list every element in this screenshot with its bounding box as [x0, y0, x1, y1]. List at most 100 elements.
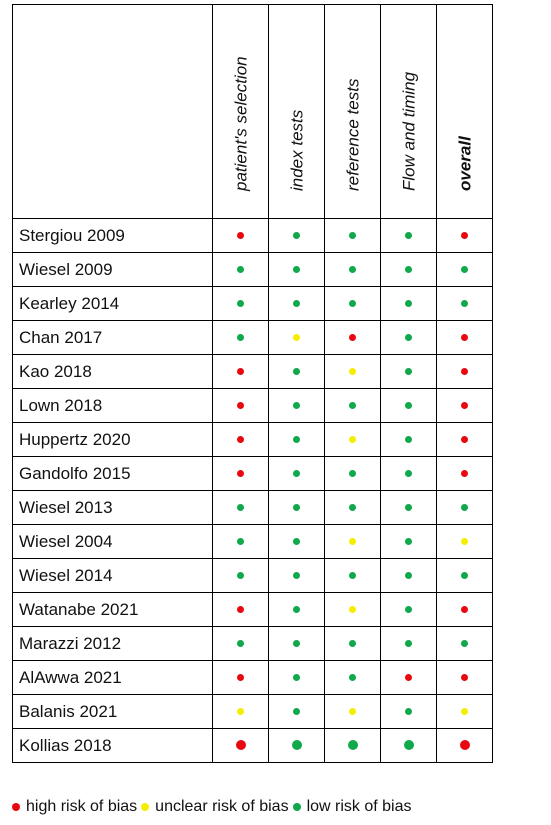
rating-cell-flow-timing	[380, 524, 437, 559]
rating-cell-flow-timing	[380, 660, 437, 695]
legend: high risk of bias unclear risk of bias low…	[12, 798, 411, 816]
study-name-cell: Gandolfo 2015	[12, 456, 213, 491]
low-risk-dot-icon	[405, 333, 412, 341]
low-risk-dot-icon	[461, 639, 468, 647]
low-risk-dot-icon	[237, 537, 244, 545]
high-risk-dot-icon	[237, 401, 244, 409]
table-row: Kollias 2018	[12, 728, 493, 763]
unclear-risk-dot-icon	[461, 537, 468, 545]
rating-cell-reference-tests	[324, 490, 381, 525]
unclear-risk-dot-icon	[349, 537, 356, 545]
low-risk-dot-icon	[237, 639, 244, 647]
rating-cell-overall	[436, 422, 493, 457]
rating-cell-reference-tests	[324, 286, 381, 321]
legend-label: unclear risk of bias	[155, 798, 289, 815]
high-risk-dot-icon	[461, 605, 468, 613]
table-row: Balanis 2021	[12, 694, 493, 729]
low-risk-dot-icon	[349, 231, 356, 239]
rating-cell-flow-timing	[380, 592, 437, 627]
table-row: Stergiou 2009	[12, 218, 493, 253]
high-risk-dot-icon	[237, 469, 244, 477]
study-name-cell: Wiesel 2004	[12, 524, 213, 559]
low-risk-dot-icon	[293, 639, 300, 647]
low-risk-dot-icon	[405, 367, 412, 375]
low-risk-dot-icon	[403, 740, 414, 751]
risk-of-bias-table-wrapper: patient's selection index tests reference …	[12, 4, 493, 763]
low-risk-dot-icon	[293, 231, 300, 239]
unclear-risk-dot-icon	[293, 333, 300, 341]
rating-cell-flow-timing	[380, 252, 437, 287]
low-risk-dot-icon	[293, 571, 300, 579]
low-risk-dot-icon	[405, 231, 412, 239]
low-risk-dot-icon	[349, 571, 356, 579]
rating-cell-index-tests	[268, 626, 325, 661]
legend-item-low: low risk of bias	[292, 798, 411, 816]
legend-item-unclear: unclear risk of bias	[141, 798, 289, 816]
rating-cell-overall	[436, 354, 493, 389]
low-risk-dot-icon	[237, 333, 244, 341]
low-risk-dot-icon	[293, 605, 300, 613]
rating-cell-overall	[436, 626, 493, 661]
rating-cell-patients-selection	[212, 252, 269, 287]
high-risk-dot-icon	[405, 673, 412, 681]
low-risk-dot-icon	[349, 299, 356, 307]
rating-cell-overall	[436, 320, 493, 355]
rating-cell-index-tests	[268, 728, 325, 763]
unclear-risk-dot-icon	[141, 803, 150, 811]
table-row: Watanabe 2021	[12, 592, 493, 627]
rating-cell-overall	[436, 592, 493, 627]
low-risk-dot-icon	[293, 435, 300, 443]
rating-cell-reference-tests	[324, 320, 381, 355]
high-risk-dot-icon	[461, 673, 468, 681]
low-risk-dot-icon	[405, 605, 412, 613]
rating-cell-overall	[436, 490, 493, 525]
low-risk-dot-icon	[237, 503, 244, 511]
low-risk-dot-icon	[237, 571, 244, 579]
rating-cell-flow-timing	[380, 354, 437, 389]
high-risk-dot-icon	[459, 740, 470, 751]
low-risk-dot-icon	[293, 265, 300, 273]
low-risk-dot-icon	[461, 265, 468, 273]
rating-cell-reference-tests	[324, 252, 381, 287]
rating-cell-overall	[436, 456, 493, 491]
rating-cell-patients-selection	[212, 490, 269, 525]
table-header-row: patient's selection index tests reference …	[12, 4, 493, 219]
rating-cell-index-tests	[268, 694, 325, 729]
table-row: Lown 2018	[12, 388, 493, 423]
table-row: Marazzi 2012	[12, 626, 493, 661]
rating-cell-reference-tests	[324, 558, 381, 593]
rating-cell-patients-selection	[212, 728, 269, 763]
low-risk-dot-icon	[405, 537, 412, 545]
rating-cell-overall	[436, 694, 493, 729]
rating-cell-reference-tests	[324, 388, 381, 423]
column-header-overall: overall	[436, 4, 493, 219]
column-header-label: overall	[455, 136, 474, 191]
rating-cell-patients-selection	[212, 660, 269, 695]
rating-cell-index-tests	[268, 286, 325, 321]
low-risk-dot-icon	[405, 435, 412, 443]
unclear-risk-dot-icon	[237, 707, 244, 715]
rating-cell-flow-timing	[380, 456, 437, 491]
low-risk-dot-icon	[405, 265, 412, 273]
rating-cell-patients-selection	[212, 626, 269, 661]
high-risk-dot-icon	[461, 333, 468, 341]
low-risk-dot-icon	[293, 401, 300, 409]
low-risk-dot-icon	[292, 803, 301, 811]
low-risk-dot-icon	[291, 740, 302, 751]
rating-cell-flow-timing	[380, 218, 437, 253]
rating-cell-index-tests	[268, 422, 325, 457]
study-name-cell: Huppertz 2020	[12, 422, 213, 457]
column-header-patients-selection: patient's selection	[212, 4, 269, 219]
study-name-cell: Watanabe 2021	[12, 592, 213, 627]
low-risk-dot-icon	[405, 299, 412, 307]
unclear-risk-dot-icon	[349, 605, 356, 613]
rating-cell-overall	[436, 286, 493, 321]
rating-cell-patients-selection	[212, 694, 269, 729]
table-body: Stergiou 2009 Wiesel 2009 Kearley 2014 Chan…	[12, 218, 493, 763]
rating-cell-reference-tests	[324, 592, 381, 627]
rating-cell-patients-selection	[212, 524, 269, 559]
rating-cell-flow-timing	[380, 626, 437, 661]
study-name-cell: Kollias 2018	[12, 728, 213, 763]
study-name-cell: Kearley 2014	[12, 286, 213, 321]
table-row: Wiesel 2014	[12, 558, 493, 593]
